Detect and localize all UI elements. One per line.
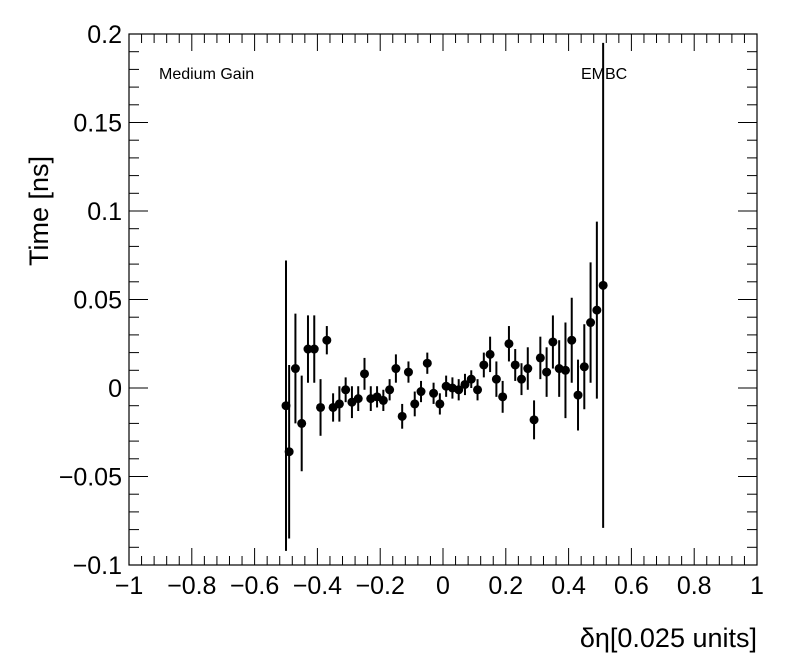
data-point	[397, 411, 407, 421]
y-tick-label: 0.2	[87, 21, 122, 49]
data-point	[586, 318, 596, 328]
x-tick-label: 0.8	[677, 572, 712, 600]
y-tick-label: −0.05	[59, 464, 122, 492]
y-tick-label: 0.15	[73, 110, 122, 138]
x-tick-label: −0.6	[230, 572, 279, 600]
data-point	[579, 362, 589, 372]
data-point	[341, 385, 351, 395]
data-series	[281, 42, 608, 551]
data-point	[498, 392, 508, 402]
data-point	[466, 374, 476, 384]
data-point	[360, 369, 369, 379]
annotation-medium-gain: Medium Gain	[159, 66, 254, 83]
x-tick-label: −1	[115, 572, 144, 600]
data-point	[548, 337, 558, 347]
data-point	[416, 387, 426, 397]
data-point	[567, 335, 577, 345]
data-point	[491, 374, 501, 384]
data-point	[454, 385, 464, 395]
data-point	[385, 385, 395, 395]
annotation-embc: EMBC	[581, 66, 627, 83]
x-tick-label: −0.2	[356, 572, 405, 600]
x-axis-title: δη[0.025 units]	[580, 623, 757, 653]
y-tick-label: 0	[108, 375, 122, 403]
x-tick-label: 0.2	[488, 572, 523, 600]
y-tick-labels: −0.1 −0.05 0 0.05 0.1 0.15 0.2	[59, 21, 122, 580]
data-point	[334, 399, 344, 409]
data-point	[542, 367, 552, 377]
x-tick-label: 1	[750, 572, 764, 600]
data-point	[353, 394, 363, 404]
data-point	[460, 379, 470, 389]
y-axis-title: Time [ns]	[24, 156, 54, 266]
data-point	[504, 339, 514, 349]
data-point	[573, 390, 583, 400]
data-point	[485, 349, 495, 359]
data-point	[422, 358, 432, 368]
x-tick-label: −0.4	[293, 572, 342, 600]
data-point	[391, 364, 401, 374]
data-point	[284, 447, 294, 457]
y-tick-label: 0.05	[73, 287, 122, 315]
data-point	[510, 360, 520, 370]
x-tick-label: 0	[436, 572, 450, 600]
x-tick-label: −0.8	[167, 572, 216, 600]
data-point	[290, 364, 300, 374]
data-point	[378, 395, 388, 405]
data-point	[435, 399, 445, 409]
data-point	[316, 402, 326, 412]
y-tick-label: 0.1	[87, 198, 122, 226]
data-point	[529, 415, 539, 425]
y-tick-label: −0.1	[73, 552, 122, 580]
data-point	[297, 418, 307, 428]
data-point	[517, 374, 526, 384]
data-point	[523, 364, 533, 374]
data-point	[479, 360, 489, 370]
data-point	[410, 399, 420, 409]
data-point	[322, 335, 332, 345]
data-point	[309, 344, 319, 354]
plot-frame	[128, 33, 758, 566]
x-tick-labels: −1 −0.8 −0.6 −0.4 −0.2 0 0.2 0.4 0.6 0.8 1	[115, 572, 764, 600]
data-point	[303, 344, 313, 354]
data-point	[598, 280, 608, 290]
data-point	[535, 353, 545, 363]
x-tick-label: 0.4	[551, 572, 586, 600]
data-point	[403, 367, 413, 377]
data-point	[560, 365, 570, 375]
x-tick-label: 0.6	[614, 572, 649, 600]
data-point	[429, 388, 439, 398]
data-point	[473, 385, 483, 395]
data-point	[592, 305, 602, 315]
